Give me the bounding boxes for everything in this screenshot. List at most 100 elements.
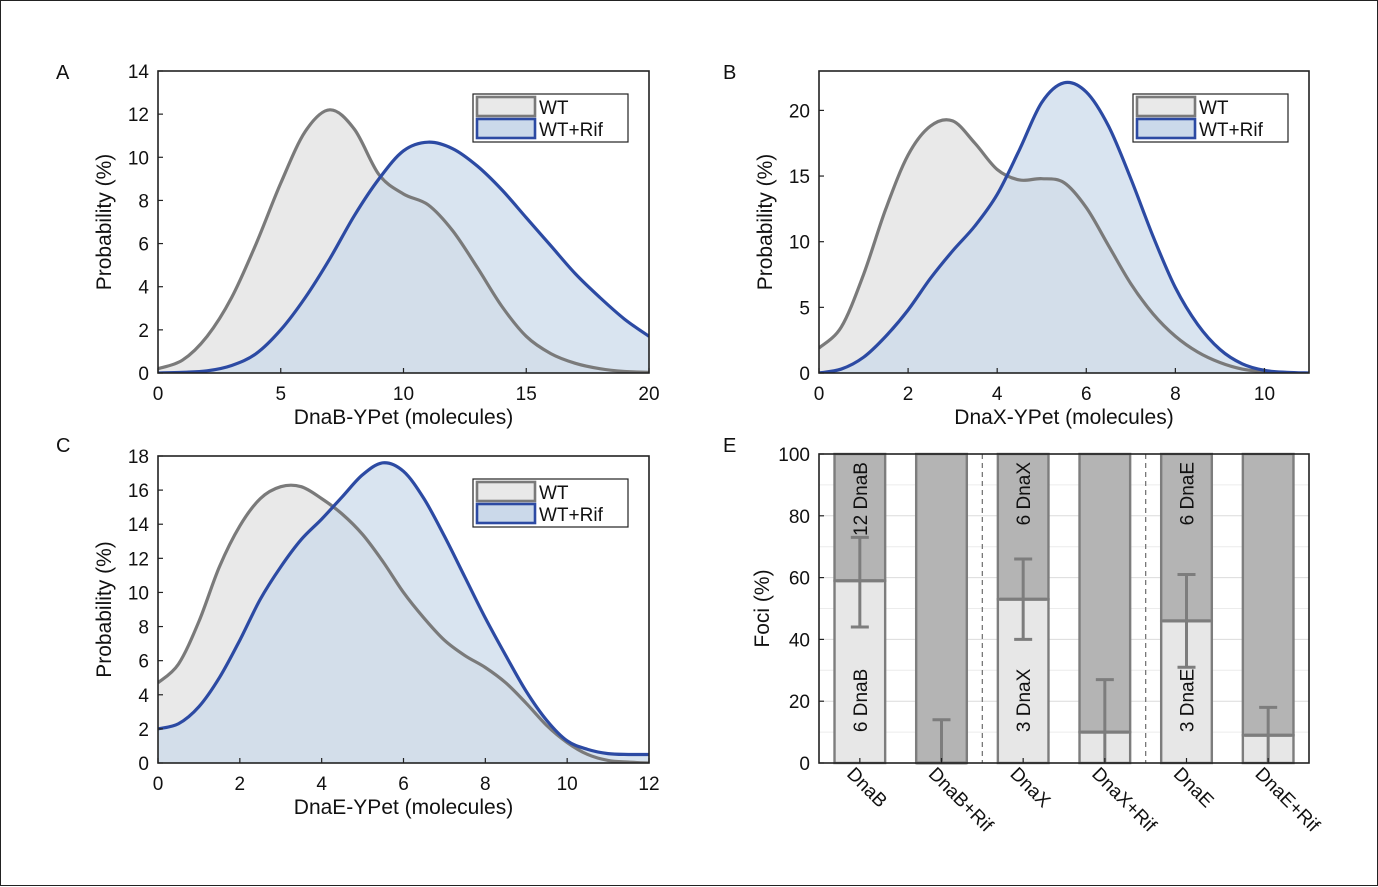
bar-dnae-rif xyxy=(1243,454,1294,763)
x-axis-label: DnaX-YPet (molecules) xyxy=(954,406,1173,429)
legend-swatch xyxy=(477,504,535,523)
y-tick-label: 4 xyxy=(138,686,149,707)
y-tick-label: 60 xyxy=(789,569,810,590)
legend-swatch xyxy=(477,482,535,501)
y-tick-label: 14 xyxy=(128,515,150,536)
y-tick-label: 4 xyxy=(138,278,149,299)
y-tick-label: 6 xyxy=(138,652,149,673)
y-tick-label: 2 xyxy=(138,321,149,342)
y-tick-label: 100 xyxy=(778,445,810,466)
legend-label: WT xyxy=(539,483,569,504)
panel-b: B 0 2 4 6 8 10 0 5 10 15 20 DnaX-YPet (molecules) Pro… xyxy=(723,62,1309,429)
bar-upper-segment xyxy=(916,454,967,763)
y-tick-label: 12 xyxy=(128,105,149,126)
x-tick-label: 0 xyxy=(153,774,164,795)
panel-c: C 0 2 4 6 8 10 12 0 2 4 6 8 10 12 14 16 18 DnaE-YPet (mole… xyxy=(56,435,660,819)
y-tick-label: 10 xyxy=(128,148,149,169)
y-tick-label: 14 xyxy=(128,62,150,83)
panel-letter: C xyxy=(56,435,70,457)
bar-label-upper: 12 DnaB xyxy=(851,462,872,536)
y-axis-label: Probability (%) xyxy=(754,154,777,291)
legend-swatch xyxy=(1137,97,1195,116)
x-category-label: DnaB+Rif xyxy=(924,764,997,837)
y-tick-label: 0 xyxy=(138,364,149,385)
bar-dnae: 3 DnaE 6 DnaE xyxy=(1161,454,1212,763)
x-tick-label: 8 xyxy=(1170,384,1181,405)
x-tick-label: 10 xyxy=(557,774,578,795)
legend-label: WT+Rif xyxy=(1199,120,1264,141)
x-tick-label: 4 xyxy=(992,384,1003,405)
x-category-label: DnaE xyxy=(1169,764,1217,812)
x-tick-label: 0 xyxy=(153,384,164,405)
x-tick-label: 6 xyxy=(398,774,409,795)
legend: WTWT+Rif xyxy=(473,479,628,527)
bar-label-lower: 3 DnaE xyxy=(1178,669,1199,732)
x-category-label: DnaB xyxy=(842,764,890,812)
y-tick-label: 20 xyxy=(789,692,810,713)
plot-area xyxy=(158,110,649,373)
legend-swatch xyxy=(1137,119,1195,138)
y-tick-label: 80 xyxy=(789,507,810,528)
bar-upper-segment xyxy=(1243,454,1294,735)
x-tick-label: 5 xyxy=(275,384,286,405)
x-tick-label: 20 xyxy=(638,384,659,405)
y-tick-label: 10 xyxy=(128,583,149,604)
legend-swatch xyxy=(477,119,535,138)
x-category-label: DnaX+Rif xyxy=(1087,764,1160,837)
y-tick-label: 6 xyxy=(138,235,149,256)
x-tick-label: 10 xyxy=(393,384,414,405)
panel-letter: B xyxy=(723,62,736,84)
x-tick-label: 0 xyxy=(814,384,825,405)
x-tick-label: 2 xyxy=(235,774,246,795)
y-tick-label: 5 xyxy=(799,298,810,319)
x-tick-label: 2 xyxy=(903,384,914,405)
legend-label: WT xyxy=(539,98,569,119)
y-tick-label: 8 xyxy=(138,191,149,212)
x-axis-label: DnaE-YPet (molecules) xyxy=(294,796,513,819)
panel-a: A 0 5 10 15 20 0 2 4 6 8 10 12 14 DnaB-YPet (molecules… xyxy=(56,62,660,429)
x-tick-label: 10 xyxy=(1254,384,1275,405)
y-axis-label: Foci (%) xyxy=(751,569,774,647)
x-category-label: DnaE+Rif xyxy=(1251,764,1324,837)
panel-letter: A xyxy=(56,62,70,84)
y-axis-label: Probability (%) xyxy=(93,154,116,291)
y-tick-label: 16 xyxy=(128,481,149,502)
y-tick-label: 20 xyxy=(789,101,810,122)
panel-e: E 6 DnaB 12 DnaB DnaB DnaB+Rif 3 DnaX 6 DnaX Dn… xyxy=(723,435,1324,837)
legend-swatch xyxy=(477,97,535,116)
y-tick-label: 12 xyxy=(128,549,149,570)
x-tick-label: 15 xyxy=(516,384,537,405)
y-tick-label: 15 xyxy=(789,167,810,188)
y-tick-label: 8 xyxy=(138,618,149,639)
y-tick-label: 10 xyxy=(789,233,810,254)
legend-label: WT+Rif xyxy=(539,120,604,141)
bar-dnab: 6 DnaB 12 DnaB xyxy=(835,454,886,763)
y-tick-label: 0 xyxy=(799,364,810,385)
legend-label: WT+Rif xyxy=(539,505,604,526)
legend-label: WT xyxy=(1199,98,1229,119)
bar-label-upper: 6 DnaE xyxy=(1178,462,1199,525)
bar-label-lower: 3 DnaX xyxy=(1014,668,1035,732)
y-tick-label: 0 xyxy=(799,754,810,775)
y-tick-label: 18 xyxy=(128,447,149,468)
y-tick-label: 40 xyxy=(789,630,810,651)
bar-dnax: 3 DnaX 6 DnaX xyxy=(998,454,1049,763)
x-axis-label: DnaB-YPet (molecules) xyxy=(294,406,513,429)
y-axis-label: Probability (%) xyxy=(93,541,116,678)
y-tick-label: 2 xyxy=(138,720,149,741)
bar-label-upper: 6 DnaX xyxy=(1014,462,1035,526)
x-tick-label: 6 xyxy=(1081,384,1092,405)
bar-label-lower: 6 DnaB xyxy=(851,669,872,732)
x-category-label: DnaX xyxy=(1006,764,1055,813)
panel-letter: E xyxy=(723,435,736,457)
x-tick-label: 12 xyxy=(638,774,659,795)
x-tick-label: 8 xyxy=(480,774,491,795)
bar-dnax-rif xyxy=(1080,454,1131,763)
bar-dnab-rif xyxy=(916,454,967,763)
y-tick-label: 0 xyxy=(138,754,149,775)
x-tick-label: 4 xyxy=(316,774,327,795)
